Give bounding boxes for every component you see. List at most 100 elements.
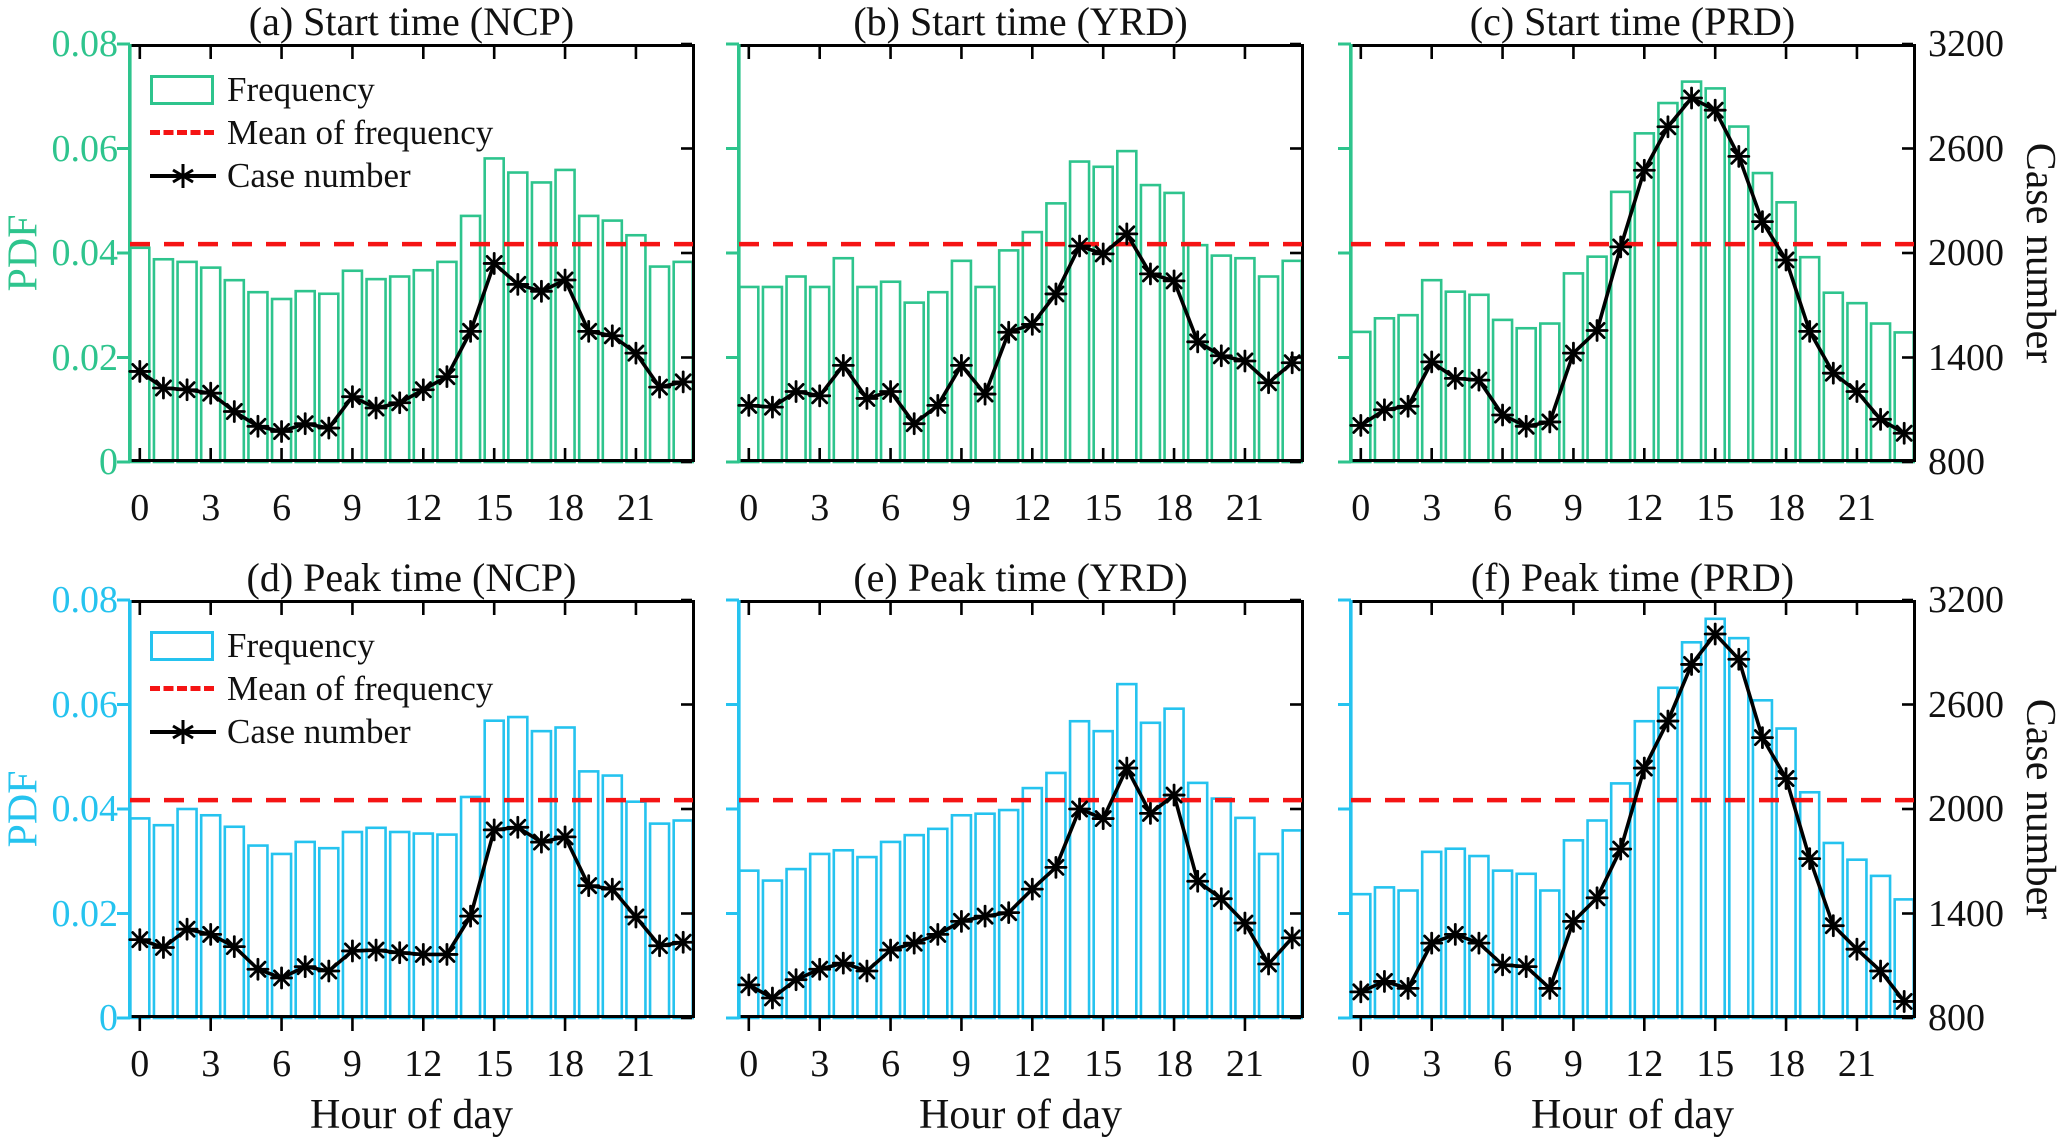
hour-axis-label-ncp: Hour of day — [310, 1092, 513, 1138]
pdf-axis-ticks-top: 0 0.02 0.04 0.06 0.08 — [0, 23, 119, 483]
axes-frame — [1338, 598, 1916, 1031]
x-tick-label: 18 — [1767, 487, 1806, 529]
panel-b-title: (b) Start time (YRD) — [853, 0, 1188, 44]
x-tick-label: 9 — [342, 487, 362, 529]
panel-c: (c) Start time (PRD) 0 3 6 9 12 15 18 21 — [1338, 2, 1916, 562]
x-tick-label: 6 — [881, 487, 901, 529]
y-tick-label: 3200 — [1928, 23, 2004, 65]
panel-b: (b) Start time (YRD) 0 3 6 9 12 15 18 21 — [726, 2, 1304, 562]
frequency-bars — [129, 715, 694, 1020]
x-tick-label: 18 — [1155, 1043, 1194, 1085]
axes-frame — [117, 598, 695, 1031]
panel-f-plot — [1338, 598, 1916, 1031]
x-tick-label: 9 — [951, 487, 971, 529]
pdf-axis-ticks-bottom: 0 0.02 0.04 0.06 0.08 — [0, 579, 119, 1039]
y-tick-label: 0.08 — [51, 579, 119, 621]
x-tick-label: 15 — [1696, 1043, 1735, 1085]
x-tick-label: 9 — [1563, 1043, 1583, 1085]
x-tick-label: 0 — [739, 1043, 759, 1085]
x-tick-label: 6 — [1493, 487, 1513, 529]
x-tick-label: 15 — [1084, 1043, 1123, 1085]
x-tick-label: 18 — [546, 1043, 585, 1085]
case-axis-label-top: Case number — [2017, 142, 2064, 364]
pdf-axis-label-bottom: PDF — [1, 770, 47, 848]
legend: Frequency Mean of frequency Case number — [150, 624, 493, 753]
y-tick-label: 2600 — [1928, 683, 2004, 726]
x-tick-label: 21 — [1837, 487, 1876, 529]
frequency-bars — [129, 157, 694, 464]
x-tick-label: 21 — [1225, 487, 1264, 529]
x-tick-label: 0 — [130, 1043, 150, 1085]
y-tick-label: 800 — [1928, 997, 1985, 1039]
case-line-asterisk-swatch-icon — [150, 717, 216, 747]
x-tick-label: 12 — [1013, 1043, 1052, 1085]
panel-e-title: (e) Peak time (YRD) — [853, 555, 1188, 600]
panel-b-plot — [726, 42, 1304, 464]
y-tick-label: 0 — [99, 997, 118, 1039]
y-tick-label: 1400 — [1928, 336, 2004, 379]
x-tick-label: 3 — [201, 1043, 221, 1085]
legend-mean-label: Mean of frequency — [227, 112, 494, 152]
y-tick-label: 0 — [99, 441, 118, 483]
case-axis-ticks-bottom: 800 1400 2000 2600 3200 — [1928, 579, 2067, 1039]
panel-f-title: (f) Peak time (PRD) — [1470, 555, 1795, 600]
x-tick-label: 6 — [881, 1043, 901, 1085]
x-tick-label: 6 — [1493, 1043, 1513, 1085]
legend-case-label: Case number — [227, 155, 411, 195]
axes-frame — [726, 598, 1304, 1031]
frequency-bars — [1350, 80, 1915, 464]
y-tick-label: 0.06 — [51, 127, 119, 170]
legend-item-mean: Mean of frequency — [150, 667, 493, 710]
y-tick-label: 800 — [1928, 441, 1985, 483]
panel-e: (e) Peak time (YRD) 0 3 6 9 12 15 18 21 — [726, 558, 1304, 1118]
frequency-bar-swatch-icon — [150, 630, 216, 661]
x-tick-label: 0 — [739, 487, 759, 529]
axes-frame — [117, 42, 695, 464]
legend: Frequency Mean of frequency Case number — [150, 68, 493, 197]
y-tick-label: 3200 — [1928, 579, 2004, 621]
panel-f: (f) Peak time (PRD) 0 3 6 9 12 15 18 21 — [1338, 558, 1916, 1118]
panel-c-plot — [1338, 42, 1916, 464]
pdf-axis-label-top: PDF — [1, 214, 47, 292]
x-tick-label: 21 — [1837, 1043, 1876, 1085]
x-tick-label: 12 — [1625, 1043, 1664, 1085]
legend-item-case: Case number — [150, 710, 493, 753]
case-number-markers — [737, 222, 1304, 436]
y-tick-label: 1400 — [1928, 892, 2004, 935]
x-tick-label: 0 — [130, 487, 150, 529]
y-tick-label: 2600 — [1928, 127, 2004, 170]
case-number-line — [1360, 631, 1906, 1003]
x-tick-label: 9 — [951, 1043, 971, 1085]
x-tick-label: 18 — [546, 487, 585, 529]
mean-dashed-line-swatch-icon — [150, 686, 216, 691]
x-tick-label: 0 — [1351, 487, 1371, 529]
legend-mean-label: Mean of frequency — [227, 668, 494, 708]
x-tick-label: 18 — [1767, 1043, 1806, 1085]
panel-c-title: (c) Start time (PRD) — [1469, 0, 1796, 44]
frequency-bars — [1350, 617, 1915, 1020]
panel-a: (a) Start time (NCP) Frequency Mean of f… — [117, 2, 695, 562]
case-axis-ticks-top: 800 1400 2000 2600 3200 — [1928, 23, 2067, 483]
x-tick-label: 21 — [616, 487, 655, 529]
y-tick-label: 0.04 — [51, 788, 119, 830]
y-tick-label: 0.02 — [51, 892, 119, 935]
panel-a-title: (a) Start time (NCP) — [248, 0, 575, 44]
x-tick-label: 21 — [616, 1043, 655, 1085]
x-tick-label: 9 — [342, 1043, 362, 1085]
legend-item-mean: Mean of frequency — [150, 111, 493, 154]
panel-e-plot — [726, 598, 1304, 1031]
x-tick-label: 0 — [1351, 1043, 1371, 1085]
panel-d: (d) Peak time (NCP) Frequency Mean of fr… — [117, 558, 695, 1118]
x-tick-label: 12 — [404, 487, 443, 529]
x-tick-label: 3 — [810, 1043, 830, 1085]
hour-axis-label-yrd: Hour of day — [919, 1092, 1122, 1138]
x-tick-label: 18 — [1155, 487, 1194, 529]
y-tick-label: 0.04 — [51, 232, 119, 274]
x-tick-label: 15 — [475, 487, 514, 529]
x-tick-label: 21 — [1225, 1043, 1264, 1085]
legend-case-label: Case number — [227, 711, 411, 751]
x-tick-label: 12 — [404, 1043, 443, 1085]
x-tick-label: 15 — [1696, 487, 1735, 529]
legend-frequency-label: Frequency — [227, 625, 375, 665]
